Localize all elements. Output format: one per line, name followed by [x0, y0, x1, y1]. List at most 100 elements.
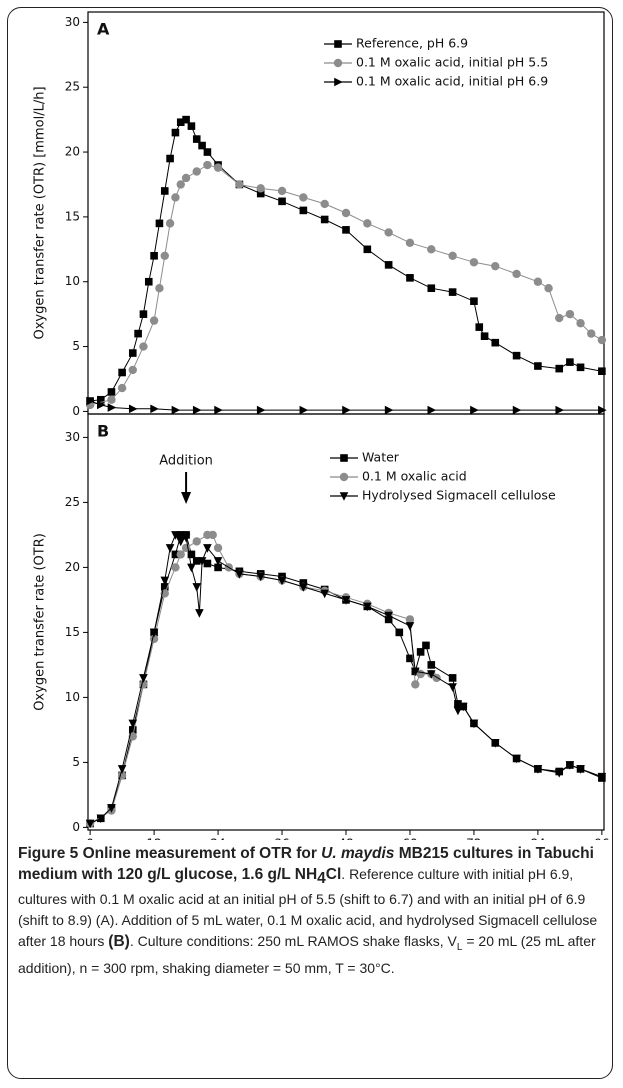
marker [86, 396, 95, 406]
marker [107, 403, 117, 412]
legend-marker [334, 40, 342, 48]
y-tick-label: 30 [65, 430, 80, 444]
marker [128, 349, 137, 357]
marker [128, 365, 137, 375]
legend-label: Water [362, 450, 400, 465]
marker [470, 297, 478, 305]
marker [128, 404, 138, 414]
series-line [89, 534, 437, 824]
marker [448, 683, 457, 692]
marker [277, 186, 287, 196]
marker [470, 405, 479, 415]
marker [192, 167, 201, 176]
y-tick-label: 25 [65, 495, 80, 509]
y-tick-label: 0 [72, 820, 80, 834]
marker [410, 667, 420, 677]
marker [384, 405, 394, 415]
marker [128, 719, 138, 729]
marker [416, 648, 425, 656]
marker [342, 226, 350, 234]
marker [203, 160, 212, 170]
legend-label: 0.1 M oxalic acid, initial pH 5.5 [356, 55, 548, 70]
marker [576, 363, 585, 372]
y-tick-label: 0 [72, 404, 80, 418]
marker [395, 628, 404, 637]
marker [160, 576, 170, 586]
marker [192, 537, 201, 546]
x-tick-label: 0 [86, 837, 94, 841]
marker [576, 319, 585, 328]
marker [144, 277, 153, 286]
marker [160, 187, 169, 195]
marker [405, 615, 415, 624]
marker [533, 277, 543, 286]
series-line [89, 164, 603, 406]
marker [512, 754, 521, 764]
marker [490, 739, 500, 748]
marker [85, 819, 95, 829]
marker [213, 163, 223, 172]
marker [363, 219, 372, 228]
marker [342, 405, 351, 415]
y-axis-label: Oxygen transfer rate (OTR) [mmol/L/h] [33, 86, 48, 339]
marker [197, 557, 207, 566]
marker [597, 772, 607, 782]
marker [480, 332, 489, 340]
legend-marker [339, 492, 349, 501]
y-tick-label: 30 [65, 15, 80, 29]
x-tick-label: 36 [274, 837, 289, 841]
marker [384, 228, 393, 237]
marker [107, 395, 116, 404]
chart: 0 5 10 15 20 25 30 Oxygen transfer rate (OTR) [… [33, 11, 610, 841]
marker [256, 405, 266, 415]
marker [475, 323, 484, 331]
marker [384, 611, 393, 621]
y-tick-label: 5 [72, 339, 80, 353]
marker [565, 309, 575, 319]
marker [363, 602, 372, 612]
marker [512, 351, 521, 360]
marker [458, 702, 468, 712]
marker [341, 208, 351, 218]
marker [533, 765, 543, 774]
y-axis-label: Oxygen transfer rate (OTR) [33, 533, 48, 711]
marker [512, 269, 521, 279]
caption-text: U. maydis [321, 845, 395, 862]
caption-text: . Culture conditions: 250 mL RAMOS shake… [129, 932, 457, 949]
marker [405, 622, 415, 631]
marker [534, 362, 542, 370]
annotation: Addition [159, 454, 213, 469]
marker [448, 251, 457, 260]
legend-marker [334, 77, 343, 87]
marker [117, 383, 127, 393]
caption-text: . Reference culture with initial pH 6.9,… [18, 866, 598, 949]
marker [139, 342, 148, 351]
marker [134, 329, 142, 338]
marker [406, 274, 414, 282]
x-tick-label: 60 [402, 837, 417, 841]
marker [171, 531, 180, 540]
marker [176, 118, 185, 127]
marker [405, 238, 415, 248]
marker [491, 338, 500, 347]
marker [299, 405, 309, 415]
marker [469, 258, 479, 267]
panel-label: A [97, 20, 110, 39]
marker [555, 405, 565, 415]
marker [469, 719, 479, 729]
annotation-arrowhead [181, 492, 192, 504]
marker [107, 388, 116, 396]
marker [208, 530, 217, 540]
y-tick-label: 5 [72, 755, 80, 769]
panel-label: B [97, 422, 109, 441]
marker [118, 368, 126, 377]
marker [171, 128, 180, 137]
marker [565, 761, 575, 770]
marker [411, 680, 420, 689]
marker [320, 589, 329, 599]
marker [171, 550, 180, 559]
figure-frame [7, 7, 613, 1079]
legend-marker [340, 454, 348, 462]
marker [214, 563, 222, 572]
